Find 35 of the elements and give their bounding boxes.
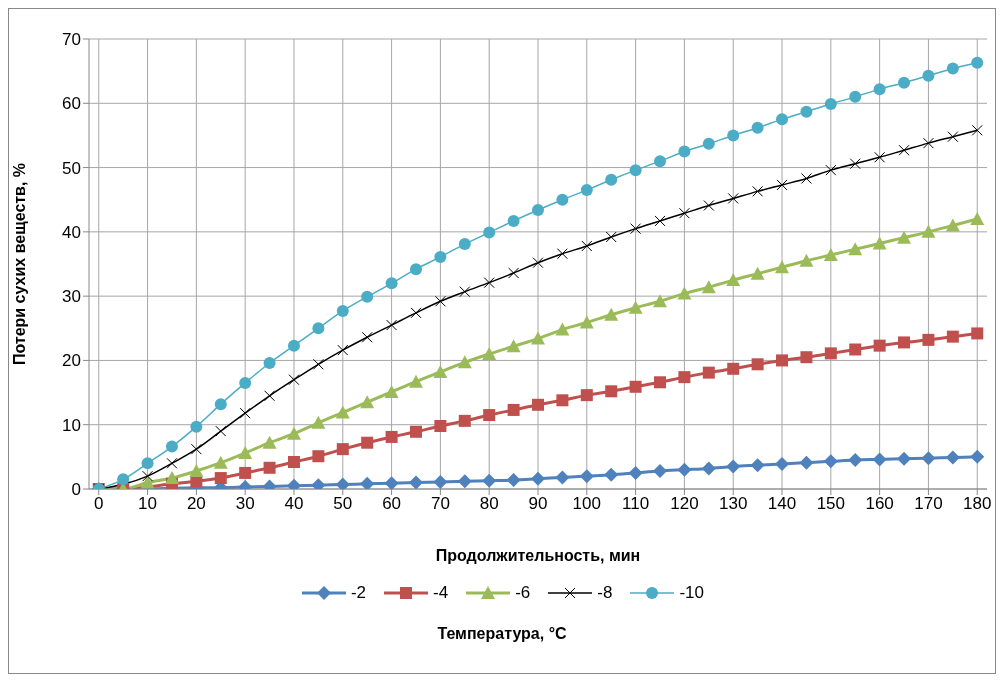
x-tick-label: 0 [94,494,104,514]
legend-title: Температура, °C [436,625,568,643]
y-tick-label: 20 [62,351,81,371]
x-tick-label: 100 [572,494,601,514]
x-tick-label: 120 [670,494,699,514]
x-tick-label: 130 [719,494,748,514]
y-tick-label: 0 [71,480,81,500]
legend-label: -10 [679,583,705,603]
y-tick-label: 40 [62,222,81,242]
y-tick-label: 10 [62,415,81,435]
x-tick-label: 140 [767,494,797,514]
x-tick-label: 50 [333,494,353,514]
y-axis-title: Потери сухих веществ, % [10,162,28,366]
x-tick-label: 170 [914,494,943,514]
x-tick-label: 70 [430,494,450,514]
y-tick-label: 60 [62,94,81,114]
x-tick-label: 30 [235,494,255,514]
x-tick-label: 180 [963,494,992,514]
y-tick-label: 70 [62,30,81,50]
y-tick-label: 50 [62,158,81,178]
legend-label: -4 [433,583,449,603]
legend-label: -2 [350,583,367,603]
y-tick-label: 30 [62,287,81,307]
x-tick-label: 60 [382,494,402,514]
legend-label: -6 [515,583,531,603]
x-tick-label: 40 [284,494,304,514]
x-tick-label: 90 [528,494,548,514]
x-tick-label: 20 [186,494,206,514]
legend-label: -8 [597,583,613,603]
x-tick-label: 10 [138,494,158,514]
x-tick-label: 150 [816,494,846,514]
x-tick-label: 160 [865,494,894,514]
x-axis-title: Продолжительность, мин [435,547,641,564]
x-tick-label: 80 [479,494,499,514]
x-tick-label: 110 [622,494,650,514]
